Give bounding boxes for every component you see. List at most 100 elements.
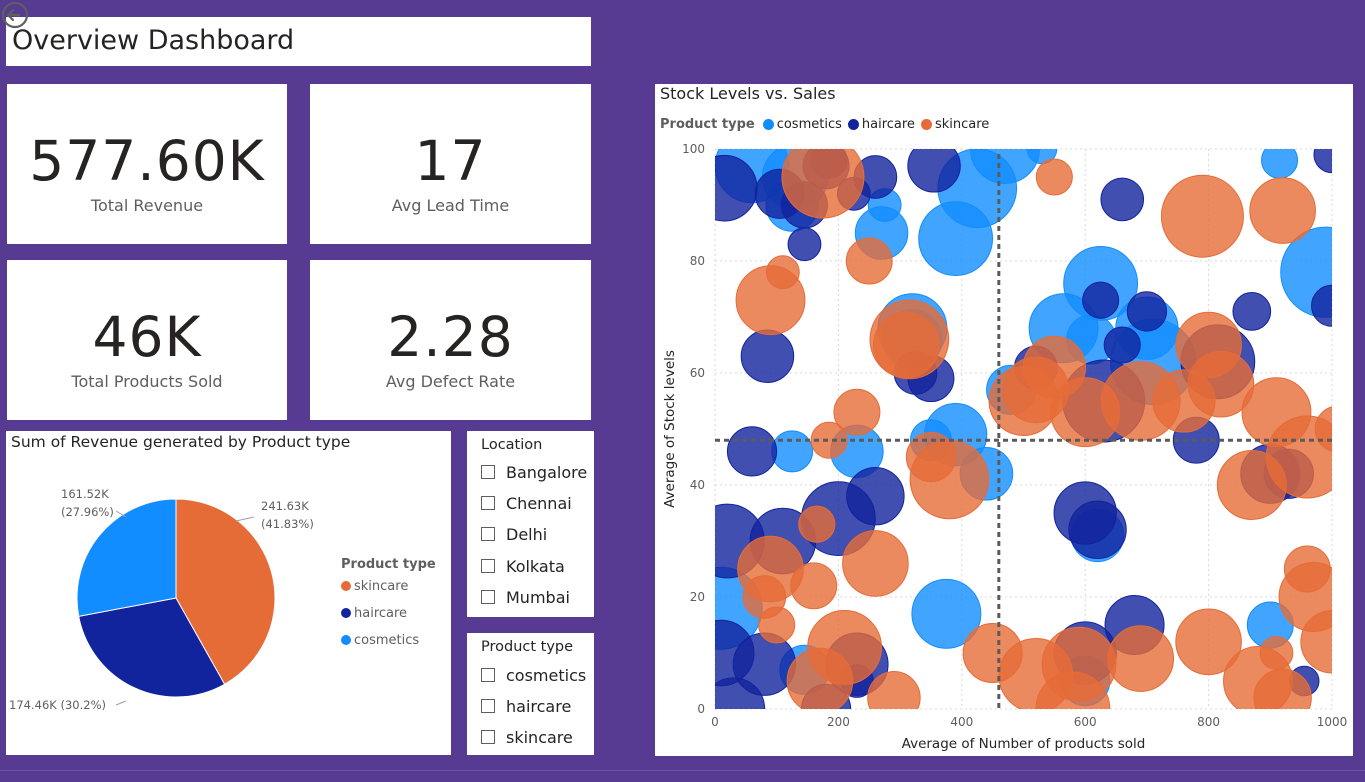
- slicer-option-label: Kolkata: [506, 556, 565, 576]
- y-tick-label: 60: [690, 366, 705, 380]
- checkbox[interactable]: [481, 465, 495, 479]
- scatter-point-skincare[interactable]: [845, 237, 893, 285]
- checkbox[interactable]: [481, 699, 495, 713]
- x-tick-label: 200: [827, 715, 850, 729]
- x-tick-label: 800: [1197, 715, 1220, 729]
- y-tick-label: 80: [690, 254, 705, 268]
- legend-item-haircare[interactable]: haircare: [847, 117, 915, 132]
- scatter-point-skincare[interactable]: [765, 255, 800, 290]
- scatter-point-skincare[interactable]: [758, 606, 796, 644]
- scatter-point-haircare[interactable]: [787, 227, 822, 262]
- kpi-value: 577.60K: [29, 129, 265, 193]
- scatter-point-cosmetics[interactable]: [771, 430, 814, 473]
- pie-legend-label[interactable]: haircare: [354, 606, 407, 621]
- scatter-points: [691, 115, 1353, 746]
- y-tick-label: 0: [697, 702, 705, 716]
- scatter-point-skincare[interactable]: [1249, 177, 1316, 244]
- legend-dot: [847, 119, 859, 130]
- scatter-point-haircare[interactable]: [1100, 177, 1145, 222]
- scatter-point-skincare[interactable]: [869, 299, 950, 380]
- kpi-value: 2.28: [387, 305, 514, 369]
- scatter-point-haircare[interactable]: [1082, 281, 1120, 319]
- scatter-point-skincare[interactable]: [988, 366, 1059, 436]
- scatter-point-skincare[interactable]: [867, 671, 921, 724]
- scatter-point-haircare[interactable]: [1103, 326, 1141, 364]
- slicer-title: Location: [481, 437, 543, 453]
- slicer-option-delhi[interactable]: Delhi: [481, 523, 547, 545]
- pie-legend-label[interactable]: skincare: [354, 579, 408, 594]
- scatter-point-haircare[interactable]: [1126, 291, 1168, 332]
- slicer-option-label: Mumbai: [506, 587, 570, 607]
- scatter-point-skincare[interactable]: [1035, 671, 1111, 746]
- pie-leader-line: [115, 700, 127, 706]
- slicer-option-chennai[interactable]: Chennai: [481, 492, 572, 514]
- slicer-option-kolkata[interactable]: Kolkata: [481, 555, 565, 577]
- pie-legend-dot: [341, 608, 351, 618]
- legend-item-skincare[interactable]: skincare: [920, 117, 989, 132]
- scatter-point-cosmetics[interactable]: [1261, 142, 1299, 179]
- pie-slice-haircare[interactable]: [78, 597, 226, 698]
- scatter-point-skincare[interactable]: [1107, 625, 1175, 692]
- kpi-label: Total Revenue: [90, 196, 204, 215]
- scatter-point-skincare[interactable]: [1253, 668, 1312, 726]
- kpi-label: Avg Lead Time: [391, 196, 510, 215]
- back-arrow-icon[interactable]: [0, 0, 30, 30]
- checkbox[interactable]: [481, 730, 495, 744]
- scatter-point-haircare[interactable]: [1068, 500, 1127, 559]
- scatter-point-skincare[interactable]: [842, 530, 909, 597]
- scatter-point-haircare[interactable]: [740, 329, 795, 383]
- checkbox[interactable]: [481, 527, 495, 541]
- scatter-point-haircare[interactable]: [1232, 292, 1272, 331]
- kpi-value: 46K: [92, 305, 202, 369]
- scatter-point-skincare[interactable]: [833, 388, 881, 436]
- legend-item-cosmetics[interactable]: cosmetics: [762, 117, 842, 132]
- pie-leader-line: [235, 516, 255, 522]
- scatter-point-cosmetics[interactable]: [911, 578, 982, 649]
- scatter-point-skincare[interactable]: [1187, 350, 1255, 418]
- pie-legend-label[interactable]: cosmetics: [354, 633, 419, 648]
- kpi-label: Total Products Sold: [71, 372, 223, 391]
- scatter-point-haircare[interactable]: [1311, 284, 1353, 327]
- x-tick-label: 400: [950, 715, 973, 729]
- kpi-card-avg-lead-time: 17 Avg Lead Time: [310, 84, 591, 244]
- scatter-point-skincare[interactable]: [1175, 608, 1242, 676]
- pie-legend-dot: [341, 581, 351, 591]
- scatter-point-haircare[interactable]: [1313, 137, 1350, 174]
- kpi-card-avg-defect-rate: 2.28 Avg Defect Rate: [310, 260, 591, 420]
- slicer-option-label: Delhi: [506, 524, 548, 544]
- scatter-point-cosmetics[interactable]: [970, 115, 1040, 184]
- slicer-option-label: Chennai: [506, 493, 572, 513]
- slicer-option-mumbai[interactable]: Mumbai: [481, 586, 570, 608]
- scatter-point-skincare[interactable]: [1216, 450, 1287, 520]
- checkbox[interactable]: [481, 496, 495, 510]
- scatter-point-skincare[interactable]: [1259, 636, 1294, 670]
- scatter-point-skincare[interactable]: [909, 439, 990, 520]
- slicer-option-bangalore[interactable]: Bangalore: [481, 461, 587, 483]
- scatter-point-skincare[interactable]: [1035, 158, 1073, 196]
- pie-slice-skincare[interactable]: [175, 498, 276, 685]
- checkbox[interactable]: [481, 590, 495, 604]
- scatter-point-haircare[interactable]: [726, 426, 778, 477]
- pie-slice-cosmetics[interactable]: [76, 498, 177, 617]
- x-tick-label: 1000: [1317, 715, 1348, 729]
- revenue-pie-chart: 241.63K (41.83%) 174.46K (30.2%) 161.52K (27…: [9, 487, 436, 712]
- scatter-point-haircare[interactable]: [691, 154, 758, 222]
- checkbox[interactable]: [481, 559, 495, 573]
- footer-divider: [0, 770, 1365, 771]
- slicer-option-skincare[interactable]: skincare: [481, 726, 573, 748]
- scatter-point-skincare[interactable]: [781, 136, 865, 219]
- x-axis-title: Average of Number of products sold: [902, 736, 1146, 752]
- x-tick-label: 600: [1074, 715, 1097, 729]
- scatter-point-skincare[interactable]: [790, 562, 838, 610]
- scatter-point-skincare[interactable]: [810, 421, 848, 459]
- scatter-point-skincare[interactable]: [786, 647, 854, 714]
- scatter-point-haircare[interactable]: [702, 677, 766, 740]
- y-tick-label: 40: [690, 478, 705, 492]
- scatter-point-haircare[interactable]: [907, 140, 961, 193]
- slicer-option-cosmetics[interactable]: cosmetics: [481, 664, 586, 686]
- checkbox[interactable]: [481, 668, 495, 682]
- scatter-point-skincare[interactable]: [1278, 562, 1348, 632]
- scatter-point-skincare[interactable]: [1160, 174, 1244, 258]
- slicer-option-haircare[interactable]: haircare: [481, 695, 571, 717]
- scatter-point-skincare[interactable]: [798, 505, 836, 543]
